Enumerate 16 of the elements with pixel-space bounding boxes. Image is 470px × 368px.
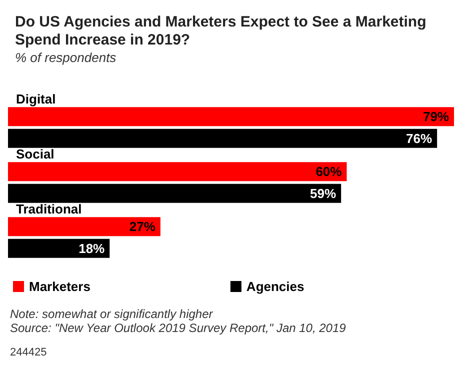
chart-title: Do US Agencies and Marketers Expect to See a Marketing Spend Increase in 2019? [15, 14, 430, 48]
data-label: 79% [422, 109, 450, 124]
data-label: 18% [78, 240, 106, 256]
data-label: 76% [406, 130, 432, 146]
data-label: 27% [129, 219, 156, 234]
text: 244425 [10, 346, 47, 358]
y-tick-label: Traditional [16, 202, 82, 216]
legend-label: Marketers [29, 279, 90, 294]
text: Note: somewhat or significantly higher [10, 307, 214, 321]
chart-subtitle: % of respondents [15, 50, 117, 65]
data-label: 59% [310, 186, 337, 201]
data-label: 60% [316, 164, 342, 180]
source-note: Source: "New Year Outlook 2019 Survey Report," Jan 10, 2019 [10, 321, 346, 335]
y-tick-label: Social [16, 146, 54, 162]
y-tick-label: Digital [16, 92, 56, 106]
legend-label: Agencies [246, 279, 304, 294]
